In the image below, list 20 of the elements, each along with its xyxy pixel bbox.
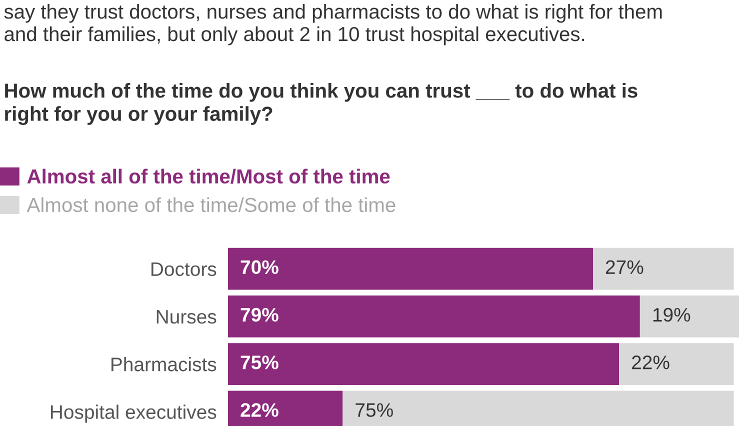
data-label: 22% [240,403,278,417]
bar [228,295,640,338]
data-label: 22% [632,356,670,370]
bar [228,248,593,290]
data-label: 70% [240,260,278,274]
chart-subtitle: say they trust doctors, nurses and pharmacists to do what is right for them and their families, but only about 2 in 10 trust hospital executives. [4,4,662,46]
data-label: 27% [606,260,644,274]
y-tick-label: Doctors [151,262,216,276]
y-tick-label: Pharmacists [112,357,216,372]
bar [593,248,734,290]
legend-label: Almost none of the time/Some of the time [26,197,396,212]
y-tick-label: Nurses [156,310,216,324]
data-label: 79% [240,308,278,322]
bar [640,295,739,338]
y-tick-label: Hospital executives [50,404,216,423]
chart-title: How much of the time do you think you can trust ___ to do what is right for you or your family? [5,83,638,126]
data-label: 75% [240,356,278,370]
legend-label: Almost all of the time/Most of the time [27,168,390,184]
data-label: 19% [653,308,690,322]
data-label: 75% [356,403,393,417]
